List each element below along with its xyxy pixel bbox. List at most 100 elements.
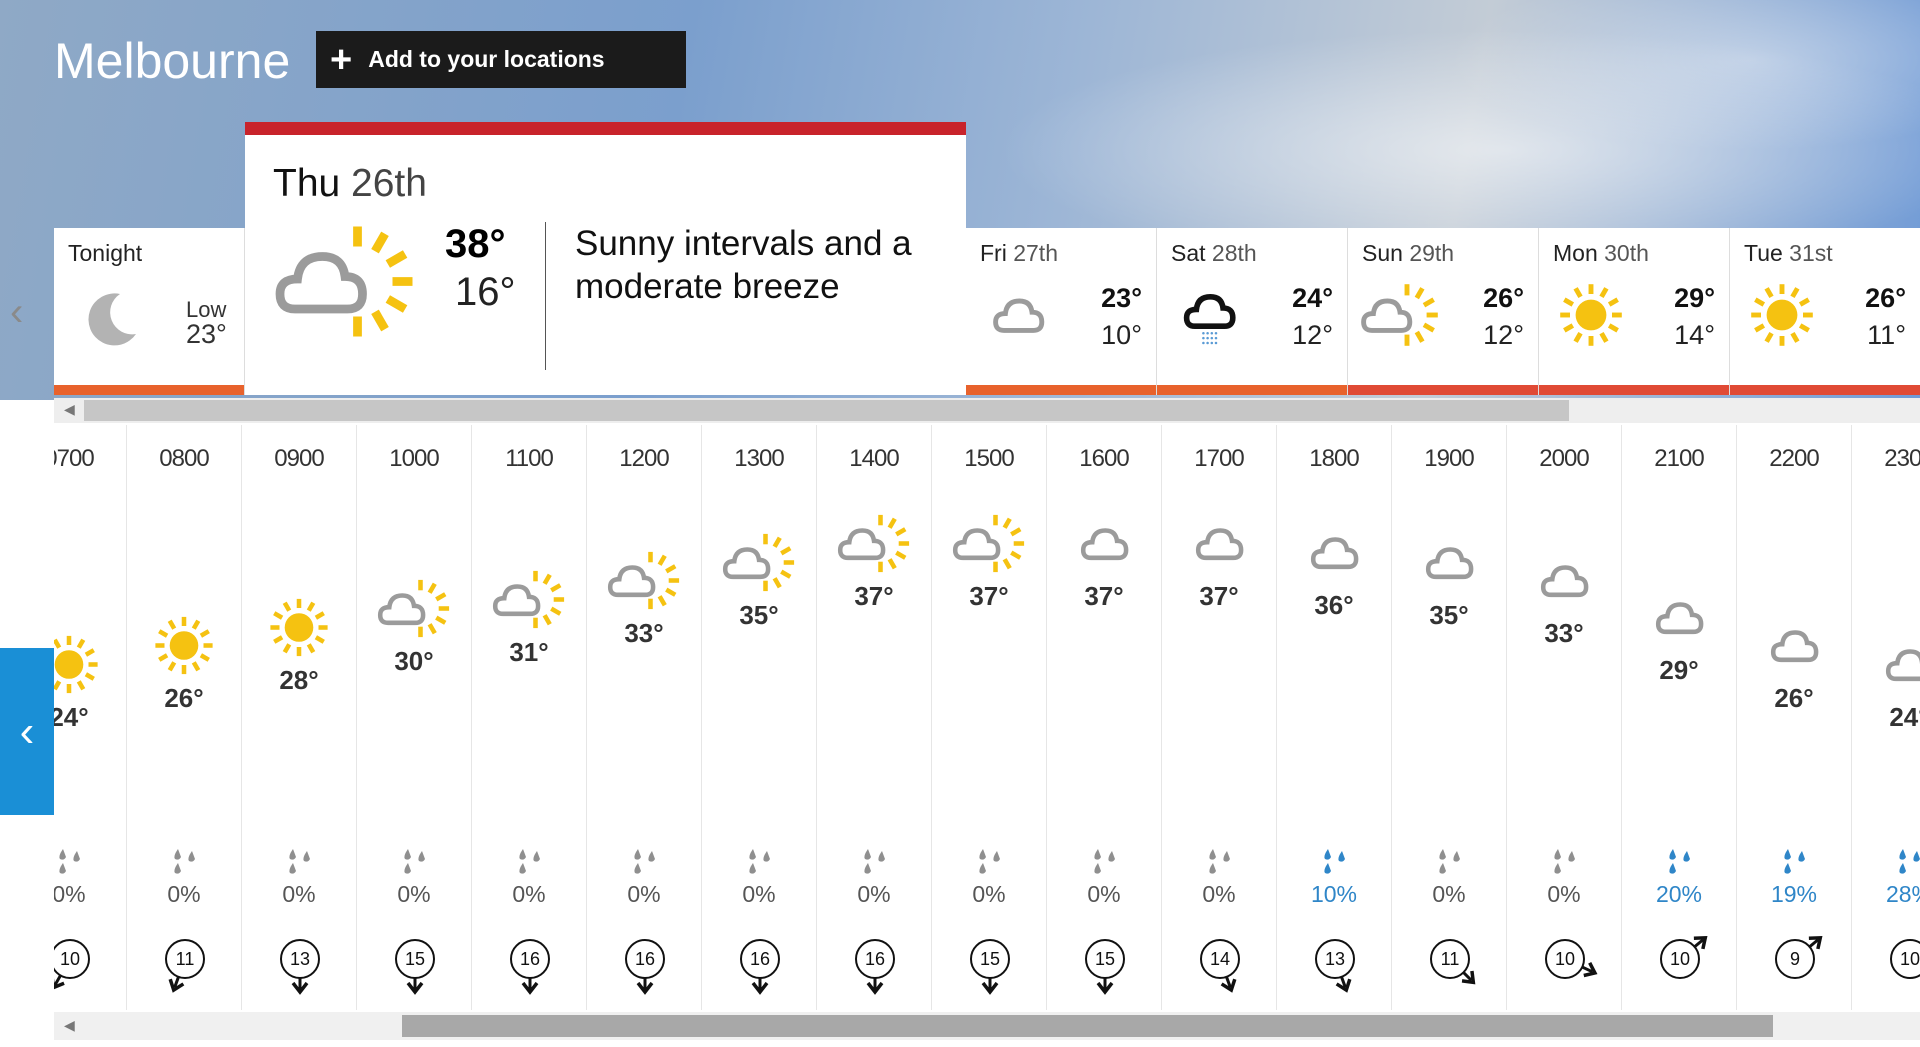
hour-time: 0900 [274,445,324,472]
raindrops-icon [979,849,1000,874]
day-card-tue[interactable]: Tue 31st 26° 11° [1730,228,1920,395]
wind-speed: 10 [1890,939,1920,979]
day-high: 26° [1865,283,1906,313]
tonight-low: 23° [186,319,227,349]
wind-speed: 13 [1315,939,1355,979]
temperature-bar [1539,385,1729,395]
hourly-scrollbar[interactable]: ◀ [54,1012,1920,1040]
scrollbar-thumb[interactable] [84,400,1569,421]
hour-time: 0800 [159,445,209,472]
day-dow: Mon [1553,240,1598,266]
wind-indicator: 14 [1200,939,1240,993]
hour-time: 1900 [1424,445,1474,472]
rain-chance: 0% [1202,881,1236,907]
hour-temp: 31 [509,636,539,667]
hour-temp: 24 [1889,701,1919,732]
hour-temp: 24 [54,701,79,732]
hour-column: 2300 24° 28% 10 [1852,425,1920,1010]
raindrops-icon [1554,849,1575,874]
day-low: 12° [1483,320,1524,350]
cloud-icon [1080,528,1129,561]
hourly-forecast: 0700 24° 0% 10 0800 26° 0% 11 0900 28° 0… [54,425,1920,1010]
partly-icon [722,533,795,591]
previous-hours-button[interactable]: ‹ [0,648,54,815]
wind-indicator: 9 [1775,935,1823,979]
rain-chance: 0% [627,881,661,907]
hour-column: 1300 35° 0% 16 [702,425,817,1010]
rain-chance: 0% [1547,881,1581,907]
rain-chance: 19% [1770,881,1818,907]
hour-time: 1100 [505,445,554,472]
day-date: 31st [1789,240,1833,266]
selected-day-card[interactable]: Thu 26th 38° 16° Sunny intervals and a m… [245,122,966,395]
rain-chance: 0% [397,881,431,907]
temperature-bar [966,385,1156,395]
hour-time: 1500 [964,445,1014,472]
rain-chance: 0% [512,881,546,907]
hour-column: 2200 26° 19% 9 [1737,425,1852,1010]
selected-date: 26th [351,162,427,205]
hour-temp: 37 [1084,581,1114,611]
rain-chance: 0% [1432,881,1466,907]
day-card-sun[interactable]: Sun 29th 26° 12° [1348,228,1539,395]
day-high: 24° [1292,283,1333,313]
raindrops-icon [404,849,425,874]
raindrops-icon [59,849,80,874]
wind-indicator: 16 [855,939,895,995]
day-high: 23° [1101,283,1142,313]
hour-column: 1000 30° 0% 15 [357,425,472,1010]
wind-speed: 11 [165,939,205,979]
wind-speed: 10 [1660,939,1700,979]
moon-icon [88,293,136,346]
previous-day-arrow-icon[interactable]: ‹ [10,290,24,334]
tonight-card[interactable]: Tonight Low 23° [54,228,245,395]
day-card-fri[interactable]: Fri 27th 23° 10° [966,228,1157,395]
rain-chance: 0% [972,881,1006,907]
hour-temp: 28 [279,664,309,695]
day-low: 12° [1292,320,1333,350]
day-card-sat[interactable]: Sat 28th 24° 12° [1157,228,1348,395]
hour-temp: 33 [624,618,654,649]
selected-dow: Thu [273,162,341,205]
scroll-left-icon[interactable]: ◀ [64,401,75,417]
wind-speed: 16 [625,939,665,979]
cloud-icon [1770,630,1819,663]
wind-indicator: 10 [54,939,90,991]
partly-icon [952,514,1025,573]
day-scrollbar[interactable]: ◀ [54,398,1920,423]
hour-column: 1900 35° 0% 11 [1392,425,1507,1010]
raindrops-icon [864,849,885,874]
scrollbar-thumb[interactable] [402,1015,1773,1037]
raindrops-icon [1324,849,1345,874]
hour-column: 1100 31° 0% 16 [472,425,587,1010]
wind-indicator: 10 [1890,939,1920,979]
day-high: 29° [1674,283,1715,313]
day-dow: Fri [980,240,1007,266]
day-card-mon[interactable]: Mon 30th 29° 14° [1539,228,1730,395]
wind-speed: 15 [1085,939,1125,979]
selected-indicator-bar [245,122,966,135]
location-title: Melbourne [54,33,291,89]
wind-speed: 15 [970,939,1010,979]
wind-indicator: 15 [395,939,435,995]
day-low: 14° [1674,320,1715,350]
sunny-intervals-icon [275,226,413,337]
wind-indicator: 16 [625,939,665,995]
wind-indicator: 10 [1545,939,1598,979]
wind-indicator: 11 [1430,939,1476,985]
raindrops-icon [1669,849,1690,874]
hour-time: 1300 [734,445,784,472]
hour-temp: 35 [739,599,769,630]
hour-column: 1200 33° 0% 16 [587,425,702,1010]
selected-high: 38° [445,222,506,266]
hour-time: 1200 [619,445,669,472]
raindrops-icon [174,849,195,874]
add-to-locations-button[interactable]: + Add to your locations [316,31,686,88]
scroll-left-icon[interactable]: ◀ [64,1017,75,1033]
rain-chance: 0% [167,881,201,907]
hour-time: 1700 [1194,445,1244,472]
hour-time: 1800 [1309,445,1359,472]
rain-chance: 0% [54,881,86,907]
hour-temp: 30 [394,646,424,677]
cloud-icon [993,298,1045,333]
